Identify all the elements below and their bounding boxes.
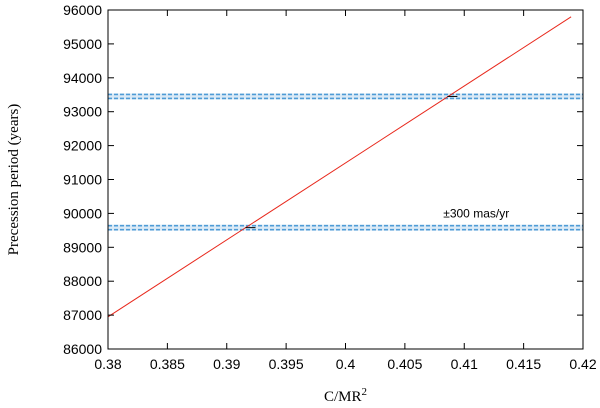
x-tick-label: 0.38: [94, 356, 121, 372]
y-tick-label: 95000: [63, 36, 102, 52]
band-fill-0: [108, 93, 583, 100]
x-axis-title-superscript: 2: [362, 386, 368, 398]
x-tick-label: 0.39: [213, 356, 240, 372]
y-tick-label: 91000: [63, 172, 102, 188]
y-tick-label: 89000: [63, 239, 102, 255]
y-tick-label: 93000: [63, 104, 102, 120]
y-axis-title: Precession period (years): [6, 104, 22, 256]
series-line-0: [107, 16, 572, 318]
y-tick-label: 92000: [63, 138, 102, 154]
x-tick-label: 0.41: [451, 356, 478, 372]
x-tick-label: 0.415: [506, 356, 541, 372]
x-tick-label: 0.385: [150, 356, 185, 372]
markers-layer: [245, 95, 458, 229]
y-tick-label: 90000: [63, 205, 102, 221]
x-axis-title: C/MR2: [324, 386, 367, 405]
y-tick-label: 96000: [63, 2, 102, 18]
plot-frame: [107, 9, 584, 350]
x-axis-title-base: C/MR: [324, 389, 362, 405]
x-tick-label: 0.42: [569, 356, 596, 372]
ticks-layer: 0.38 0.385 0.39 0.395 0.4 0.405 0.41 0.415 0.42 8…: [63, 2, 597, 372]
x-tick-label: 0.4: [336, 356, 356, 372]
band-annotation: ±300 mas/yr: [443, 206, 509, 220]
y-tick-label: 86000: [63, 341, 102, 357]
band-fill-1: [108, 224, 583, 231]
y-tick-label: 87000: [63, 307, 102, 323]
bands-layer: [108, 93, 583, 231]
series-layer: [107, 16, 572, 318]
x-tick-label: 0.395: [269, 356, 304, 372]
y-tick-label: 94000: [63, 70, 102, 86]
y-tick-label: 88000: [63, 273, 102, 289]
x-tick-label: 0.405: [387, 356, 422, 372]
